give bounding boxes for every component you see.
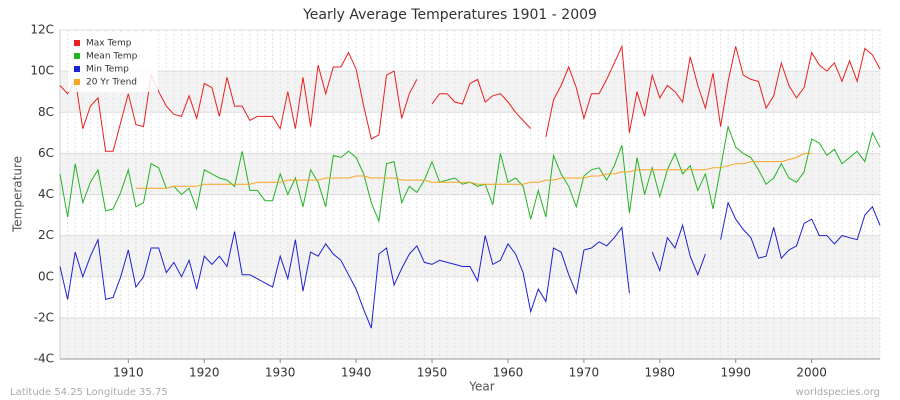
footer-source: worldspecies.org <box>796 387 880 398</box>
y-tick-label: 4C <box>38 187 54 201</box>
x-tick-label: 1930 <box>265 366 296 380</box>
legend-swatch <box>74 66 80 72</box>
x-tick-label: 1950 <box>417 366 448 380</box>
x-tick-label: 1920 <box>189 366 220 380</box>
x-tick-label: 1910 <box>113 366 144 380</box>
y-tick-label: -4C <box>34 352 54 366</box>
x-tick-label: 1960 <box>493 366 524 380</box>
y-tick-label: 0C <box>38 269 54 283</box>
x-tick-label: 1940 <box>341 366 372 380</box>
legend-swatch <box>74 79 80 85</box>
series-line <box>135 152 812 189</box>
legend-swatch <box>74 53 80 59</box>
y-tick-label: -2C <box>34 310 54 324</box>
series-line <box>59 44 881 152</box>
legend-label: Max Temp <box>86 39 132 49</box>
y-tick-label: 6C <box>38 146 54 160</box>
legend-background <box>68 34 158 92</box>
y-tick-label: 12C <box>30 23 54 37</box>
chart-title: Yearly Average Temperatures 1901 - 2009 <box>302 7 597 23</box>
footer-location: Latitude 54.25 Longitude 35.75 <box>10 387 168 398</box>
legend-swatch <box>74 40 80 46</box>
series-line <box>59 201 881 329</box>
legend-label: 20 Yr Trend <box>86 78 137 88</box>
x-tick-label: 2000 <box>796 366 827 380</box>
y-tick-label: 2C <box>38 228 54 242</box>
legend-label: Min Temp <box>86 65 129 75</box>
legend-label: Mean Temp <box>86 52 138 62</box>
y-axis-label: Temperature <box>11 156 25 233</box>
x-tick-label: 1970 <box>569 366 600 380</box>
x-tick-label: 1980 <box>645 366 676 380</box>
x-tick-label: 1990 <box>720 366 751 380</box>
x-axis-label: Year <box>468 380 494 394</box>
y-tick-label: 10C <box>30 64 54 78</box>
y-tick-label: 8C <box>38 105 54 119</box>
